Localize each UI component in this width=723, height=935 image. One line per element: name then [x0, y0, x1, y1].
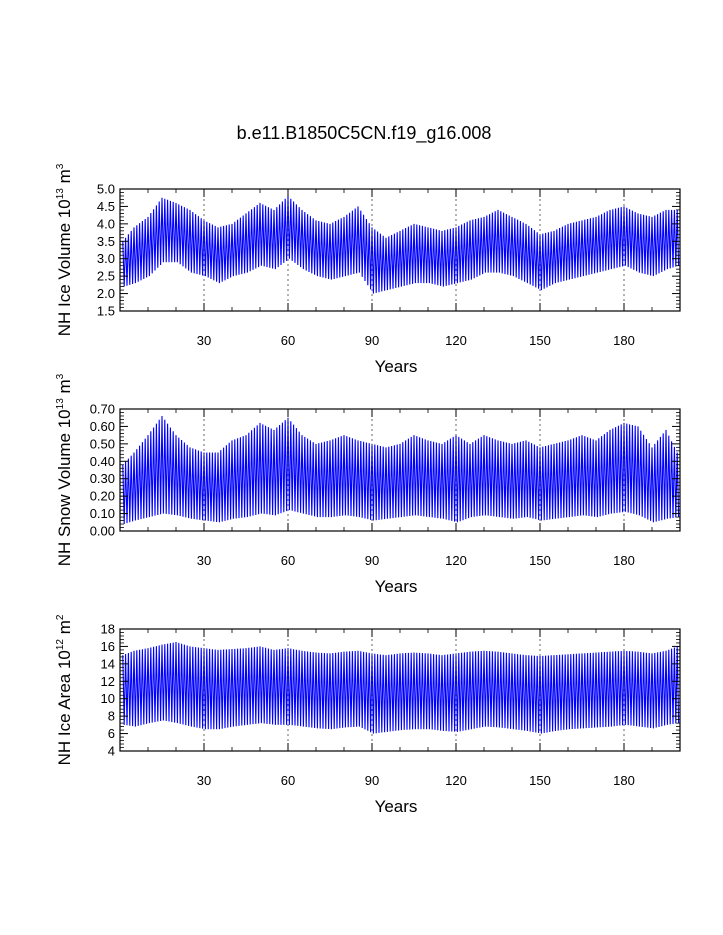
snow-volume-xtick-label: 60 [281, 553, 295, 568]
ice-area-ytick-label: 12 [101, 674, 115, 689]
ice-area-xlabel: Years [375, 797, 418, 816]
ice-area-series-line [122, 642, 680, 734]
ice-volume-xtick-label: 120 [445, 333, 467, 348]
ice-volume-xtick-label: 30 [197, 333, 211, 348]
ice-volume-ytick-label: 2.5 [97, 269, 115, 284]
snow-volume-ytick-label: 0.30 [90, 471, 115, 486]
ice-area-ylabel-part: m [55, 620, 74, 639]
snow-volume-series-line [122, 415, 680, 525]
snow-volume-ytick-label: 0.40 [90, 454, 115, 469]
snow-volume-ytick-label: 0.00 [90, 524, 115, 539]
snow-volume-ylabel-part: m [55, 379, 74, 398]
ice-volume-ylabel: NH Ice Volume 1013 m3 [55, 163, 74, 336]
snow-volume-xlabel: Years [375, 577, 418, 596]
snow-volume-ylabel-part: NH Snow Volume 10 [55, 409, 74, 566]
ice-area-ylabel: NH Ice Area 1012 m2 [55, 614, 74, 765]
snow-volume-xtick-label: 120 [445, 553, 467, 568]
ice-volume-ytick-label: 2.0 [97, 286, 115, 301]
ice-volume-ytick-label: 5.0 [97, 182, 115, 197]
ice-volume-ylabel-part: NH Ice Volume 10 [55, 199, 74, 336]
ice-area-xtick-label: 30 [197, 773, 211, 788]
snow-volume-ylabel-part: 13 [55, 398, 66, 410]
ice-area-xtick-label: 120 [445, 773, 467, 788]
ice-area-ytick-label: 14 [101, 656, 115, 671]
ice-volume-ylabel-part: 3 [55, 163, 66, 169]
ice-volume-ylabel-part: 13 [55, 188, 66, 200]
ice-volume-xlabel: Years [375, 357, 418, 376]
ice-volume-xtick-label: 150 [529, 333, 551, 348]
ice-volume-panel: 30 60 90 120 150 180 1.5 2.0 2.5 3.0 3.5 4.0 4.5 5.0 Y… [55, 163, 681, 376]
snow-volume-ylabel: NH Snow Volume 1013 m3 [55, 373, 74, 566]
ice-area-xtick-label: 90 [365, 773, 379, 788]
ice-area-ylabel-part: 2 [55, 614, 66, 620]
snow-volume-panel: 30 60 90 120 150 180 0.00 0.10 0.20 0.30 0.40 0.50 0… [55, 373, 681, 596]
ice-volume-ytick-label: 4.5 [97, 199, 115, 214]
snow-volume-xtick-label: 150 [529, 553, 551, 568]
ice-area-ylabel-part: 12 [55, 639, 66, 651]
ice-area-panel: 30 60 90 120 150 180 4 6 8 10 12 14 16 18 Years NH Ice … [55, 614, 681, 816]
ice-volume-ytick-label: 4.0 [97, 216, 115, 231]
ice-area-ytick-label: 4 [108, 744, 115, 759]
snow-volume-ylabel-part: 3 [55, 373, 66, 379]
figure-title: b.e11.B1850C5CN.f19_g16.008 [237, 123, 492, 144]
snow-volume-xtick-label: 180 [613, 553, 635, 568]
ice-volume-xtick-label: 60 [281, 333, 295, 348]
ice-volume-xtick-label: 90 [365, 333, 379, 348]
ice-volume-ytick-label: 3.0 [97, 251, 115, 266]
snow-volume-ytick-label: 0.10 [90, 506, 115, 521]
ice-volume-series-line [122, 195, 680, 294]
snow-volume-ytick-label: 0.50 [90, 436, 115, 451]
snow-volume-ytick-label: 0.70 [90, 402, 115, 417]
ice-area-ylabel-part: NH Ice Area 10 [55, 650, 74, 765]
ice-area-xtick-label: 60 [281, 773, 295, 788]
snow-volume-ytick-label: 0.60 [90, 419, 115, 434]
snow-volume-ytick-label: 0.20 [90, 489, 115, 504]
snow-volume-xtick-label: 90 [365, 553, 379, 568]
ice-area-ytick-label: 10 [101, 691, 115, 706]
ice-volume-ytick-label: 3.5 [97, 234, 115, 249]
ice-area-xtick-label: 180 [613, 773, 635, 788]
ice-area-ytick-label: 16 [101, 639, 115, 654]
ice-area-ytick-label: 6 [108, 726, 115, 741]
ice-volume-xtick-label: 180 [613, 333, 635, 348]
ice-volume-ytick-label: 1.5 [97, 304, 115, 319]
ice-area-ytick-label: 18 [101, 622, 115, 637]
ice-area-xtick-label: 150 [529, 773, 551, 788]
ice-volume-ylabel-part: m [55, 169, 74, 188]
snow-volume-xtick-label: 30 [197, 553, 211, 568]
ice-area-ytick-label: 8 [108, 709, 115, 724]
